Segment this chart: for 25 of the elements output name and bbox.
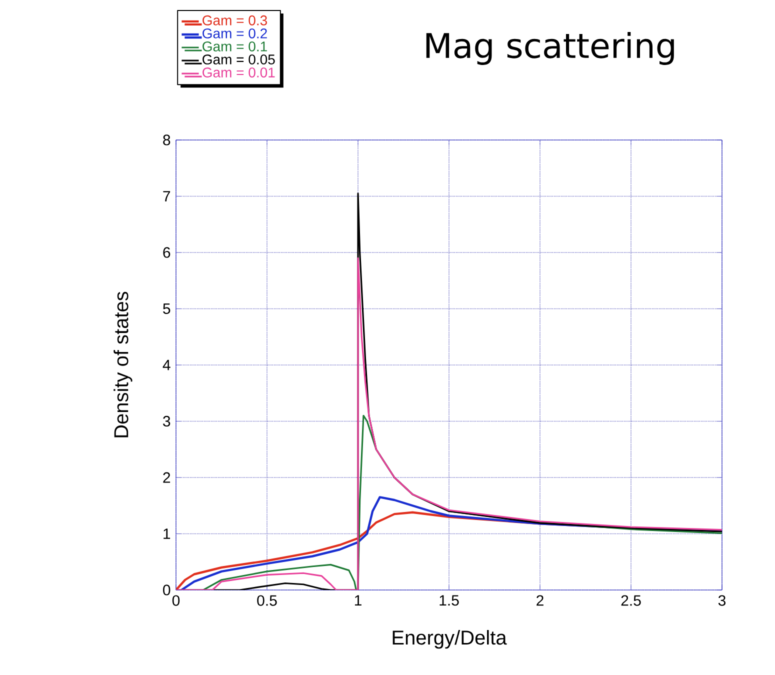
legend-label: Gam = 0.2 xyxy=(202,28,267,38)
legend-label: Gam = 0.1 xyxy=(202,41,267,52)
x-tick-label: 0 xyxy=(172,595,180,606)
y-axis-title: Density of states xyxy=(114,292,132,438)
y-tick-label: 2 xyxy=(163,472,170,483)
y-tick-label: 4 xyxy=(162,360,170,370)
y-tick-label: 5 xyxy=(163,304,170,314)
y-tick-label: 6 xyxy=(163,247,170,258)
x-tick-label: 1 xyxy=(354,595,362,606)
x-tick-label: 2 xyxy=(536,595,544,606)
legend-label: Gam = 0.3 xyxy=(202,15,267,26)
y-tick-label: 3 xyxy=(163,416,170,427)
y-tick-label: 7 xyxy=(163,191,170,202)
x-tick-label: 1.5 xyxy=(440,595,459,606)
x-axis-title: Energy/Delta xyxy=(392,630,507,649)
y-tick-label: 1 xyxy=(164,528,170,539)
x-tick-label: 0.5 xyxy=(257,595,277,606)
legend-label: Gam = 0.05 xyxy=(202,54,275,64)
y-tick-label: 8 xyxy=(163,134,170,146)
x-tick-label: 3 xyxy=(718,595,726,606)
y-tick-label: 0 xyxy=(163,584,170,596)
line-series xyxy=(176,257,722,590)
x-tick-label: 2.5 xyxy=(621,595,641,606)
chart-title: Mag scattering xyxy=(426,32,674,65)
legend-label: Gam = 0.01 xyxy=(202,68,275,78)
